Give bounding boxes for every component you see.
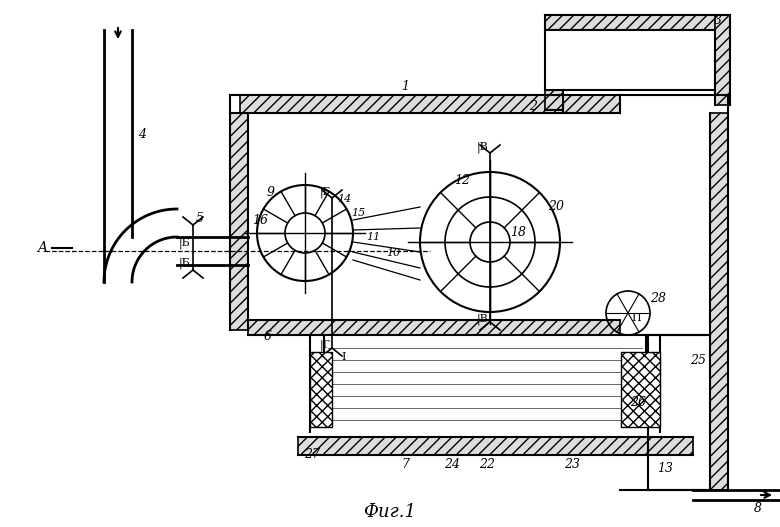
Text: |Б: |Б <box>179 237 191 249</box>
Bar <box>545 15 730 30</box>
Text: I: I <box>342 352 346 362</box>
Text: |В: |В <box>477 141 489 153</box>
Bar <box>310 352 332 427</box>
Text: 24: 24 <box>444 457 460 471</box>
Text: 26: 26 <box>630 395 646 408</box>
Bar <box>298 437 693 455</box>
Text: 28: 28 <box>650 291 666 305</box>
Text: 5: 5 <box>196 211 204 225</box>
Text: 15: 15 <box>351 208 365 218</box>
Text: |Г: |Г <box>320 186 331 198</box>
Text: 14: 14 <box>337 194 351 204</box>
Text: 4: 4 <box>138 129 146 142</box>
Text: A: A <box>37 241 47 255</box>
Bar <box>230 113 248 330</box>
Text: |Б: |Б <box>179 257 191 269</box>
Text: 2: 2 <box>529 101 537 113</box>
Text: 16: 16 <box>252 213 268 227</box>
Text: 6: 6 <box>264 330 272 344</box>
Text: Фиг.1: Фиг.1 <box>363 503 417 521</box>
Text: П: П <box>631 313 641 323</box>
Text: 27: 27 <box>304 448 320 462</box>
Text: 25: 25 <box>690 354 706 366</box>
Bar <box>240 95 620 113</box>
Text: |В: |В <box>477 313 489 325</box>
Text: |Г: |Г <box>320 339 331 351</box>
Text: 3: 3 <box>714 14 722 26</box>
Text: 18: 18 <box>510 226 526 239</box>
Text: 10: 10 <box>386 248 400 258</box>
Text: 9: 9 <box>267 186 275 199</box>
Text: 8: 8 <box>754 502 762 514</box>
Bar <box>621 352 660 427</box>
Text: 23: 23 <box>564 458 580 472</box>
Text: 20: 20 <box>548 200 564 212</box>
Text: 22: 22 <box>479 457 495 471</box>
Bar <box>710 113 728 490</box>
Bar <box>715 15 730 105</box>
Text: 13: 13 <box>657 462 673 474</box>
Bar <box>248 320 620 335</box>
Text: 7: 7 <box>401 458 409 472</box>
Text: 1: 1 <box>401 81 409 93</box>
Bar <box>545 90 563 110</box>
Text: 12: 12 <box>454 173 470 187</box>
Text: 11: 11 <box>366 232 380 242</box>
